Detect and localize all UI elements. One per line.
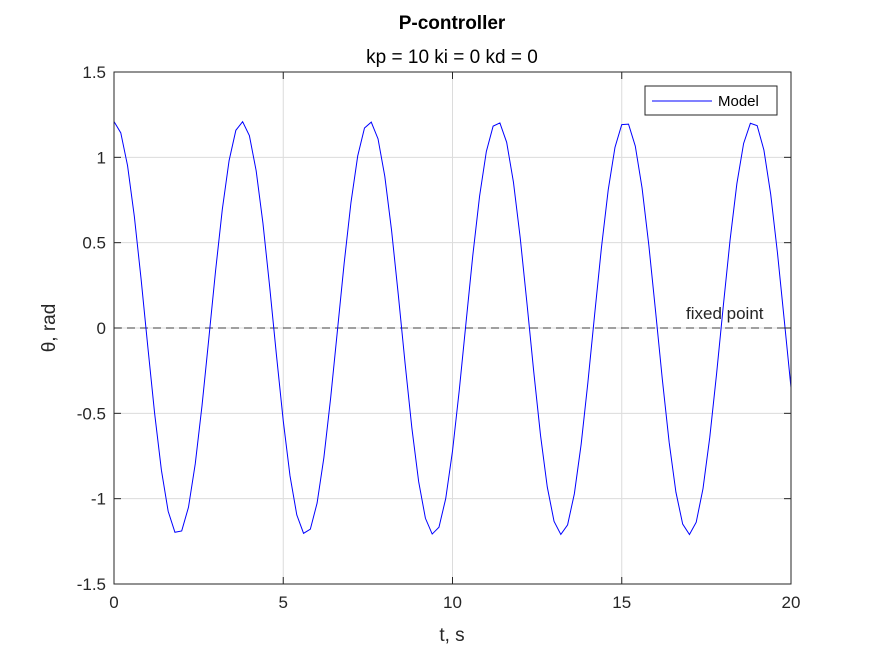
x-axis-label: t, s: [439, 625, 464, 646]
legend: Model: [644, 85, 778, 116]
y-tick-label: 0: [97, 319, 106, 338]
x-tick-label: 20: [782, 593, 801, 612]
y-tick-label: 1.5: [82, 63, 106, 82]
chart-title: P-controller: [399, 13, 506, 34]
x-ticks: 0 5 10 15 20: [109, 72, 800, 612]
y-tick-label: -0.5: [77, 404, 106, 423]
y-tick-label: -1.5: [77, 575, 106, 594]
y-tick-label: 1: [97, 148, 106, 167]
fixed-point-annotation: fixed point: [686, 304, 764, 323]
y-tick-label: 0.5: [82, 234, 106, 253]
legend-label-model: Model: [718, 93, 759, 110]
x-tick-label: 0: [109, 593, 118, 612]
y-axis-label: θ, rad: [39, 304, 60, 353]
x-tick-label: 10: [443, 593, 462, 612]
y-ticks: -1.5 -1 -0.5 0 0.5 1 1.5: [77, 63, 791, 594]
series-line-model: [113, 120, 792, 536]
x-tick-label: 15: [612, 593, 631, 612]
chart-subtitle: kp = 10 ki = 0 kd = 0: [366, 47, 538, 68]
y-tick-label: -1: [91, 490, 106, 509]
x-tick-label: 5: [279, 593, 288, 612]
